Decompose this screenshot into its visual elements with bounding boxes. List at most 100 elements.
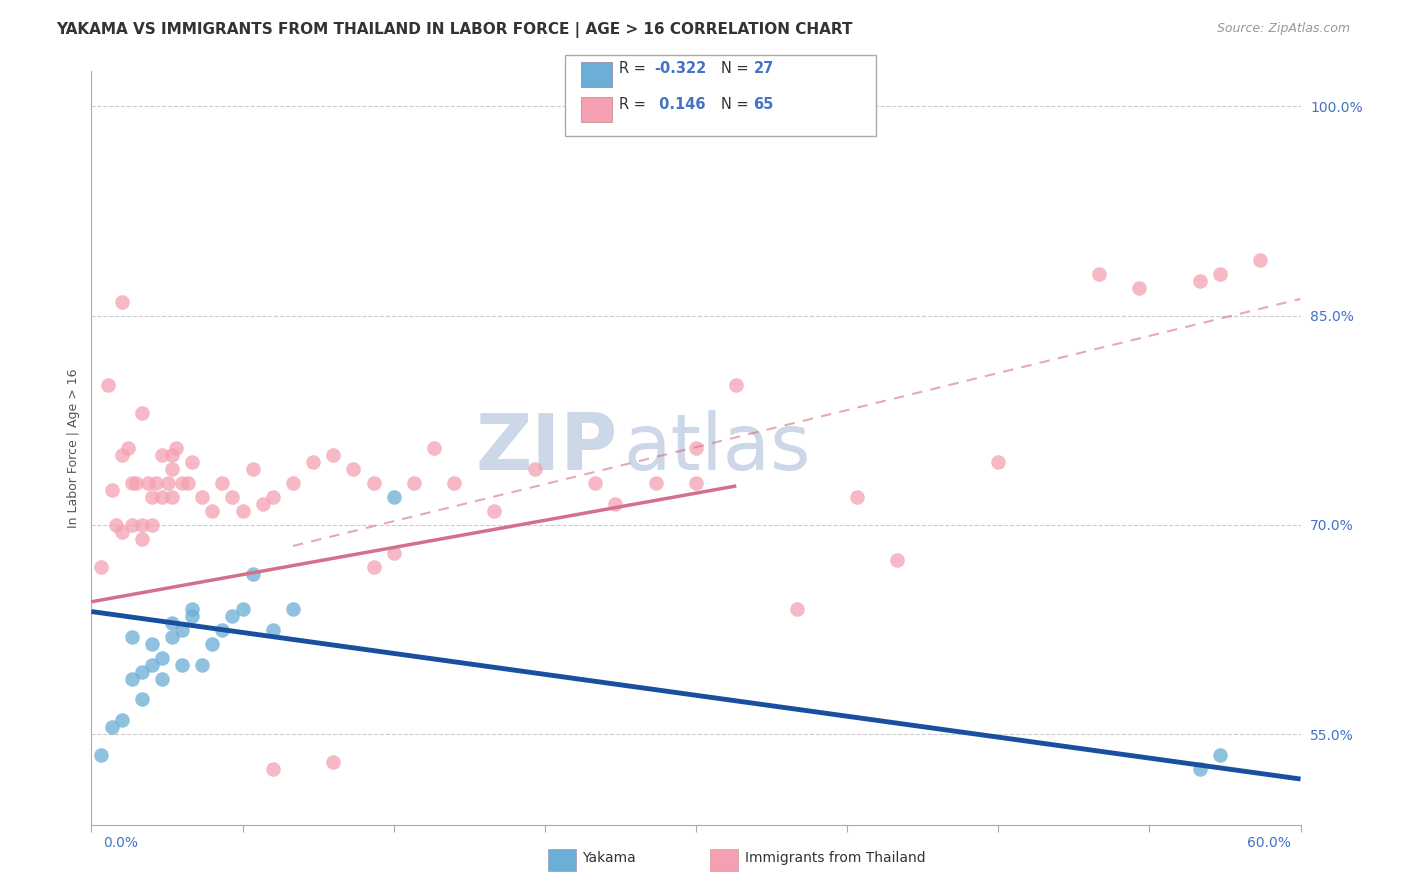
- Point: [231, 504, 253, 518]
- Point: [987, 455, 1010, 469]
- Point: [160, 490, 183, 504]
- Point: [262, 490, 284, 504]
- Point: [141, 490, 163, 504]
- Point: [172, 476, 194, 491]
- Text: Yakama: Yakama: [582, 851, 636, 865]
- Point: [242, 566, 264, 581]
- Point: [644, 476, 666, 491]
- Text: N =: N =: [721, 97, 754, 112]
- Point: [131, 532, 153, 546]
- Point: [96, 378, 118, 392]
- Point: [281, 476, 304, 491]
- Point: [111, 524, 132, 539]
- Point: [181, 601, 204, 615]
- Point: [1188, 274, 1211, 288]
- Text: N =: N =: [721, 62, 754, 76]
- Point: [342, 462, 364, 476]
- Point: [100, 483, 122, 497]
- Point: [177, 476, 200, 491]
- Point: [136, 476, 159, 491]
- Point: [1209, 748, 1232, 763]
- Text: 0.146: 0.146: [654, 97, 706, 112]
- Point: [363, 560, 385, 574]
- Point: [141, 657, 163, 672]
- Point: [165, 441, 187, 455]
- Point: [131, 665, 153, 679]
- Point: [117, 441, 139, 455]
- Point: [886, 553, 908, 567]
- Point: [281, 601, 304, 615]
- Point: [172, 657, 194, 672]
- Point: [1249, 252, 1271, 267]
- Point: [242, 462, 264, 476]
- Point: [131, 518, 153, 533]
- Point: [191, 657, 214, 672]
- Point: [1188, 762, 1211, 776]
- Point: [111, 294, 132, 309]
- Point: [131, 406, 153, 420]
- Point: [111, 714, 132, 728]
- Text: YAKAMA VS IMMIGRANTS FROM THAILAND IN LABOR FORCE | AGE > 16 CORRELATION CHART: YAKAMA VS IMMIGRANTS FROM THAILAND IN LA…: [56, 22, 853, 38]
- Point: [111, 448, 132, 462]
- Point: [191, 490, 214, 504]
- Text: ZIP: ZIP: [475, 410, 617, 486]
- Point: [685, 476, 707, 491]
- Text: 65: 65: [754, 97, 773, 112]
- Point: [160, 462, 183, 476]
- Point: [322, 448, 344, 462]
- Point: [104, 518, 127, 533]
- Point: [131, 692, 153, 706]
- Point: [382, 546, 405, 560]
- Point: [423, 441, 446, 455]
- Point: [221, 490, 243, 504]
- Point: [262, 623, 284, 637]
- Point: [121, 672, 143, 686]
- Point: [181, 455, 204, 469]
- Point: [484, 504, 506, 518]
- Point: [583, 476, 606, 491]
- Point: [523, 462, 546, 476]
- Point: [846, 490, 869, 504]
- Point: [181, 608, 204, 623]
- Point: [121, 630, 143, 644]
- Point: [121, 518, 143, 533]
- Point: [172, 623, 194, 637]
- Point: [252, 497, 274, 511]
- Point: [100, 720, 122, 734]
- Point: [685, 441, 707, 455]
- Point: [382, 490, 405, 504]
- Point: [725, 378, 748, 392]
- Point: [90, 560, 112, 574]
- Point: [150, 672, 173, 686]
- Text: -0.322: -0.322: [654, 62, 706, 76]
- Point: [121, 476, 143, 491]
- Point: [1209, 267, 1232, 281]
- Point: [125, 476, 148, 491]
- Point: [160, 630, 183, 644]
- Point: [1088, 267, 1111, 281]
- Point: [262, 762, 284, 776]
- Point: [211, 623, 233, 637]
- Text: 0.0%: 0.0%: [103, 836, 138, 850]
- Text: 27: 27: [754, 62, 773, 76]
- Y-axis label: In Labor Force | Age > 16: In Labor Force | Age > 16: [67, 368, 80, 528]
- Point: [231, 601, 253, 615]
- Point: [443, 476, 465, 491]
- Point: [141, 518, 163, 533]
- Point: [363, 476, 385, 491]
- Point: [201, 637, 224, 651]
- Point: [141, 637, 163, 651]
- Point: [145, 476, 167, 491]
- Point: [150, 448, 173, 462]
- Text: atlas: atlas: [623, 410, 811, 486]
- Point: [221, 608, 243, 623]
- Point: [402, 476, 425, 491]
- Text: R =: R =: [619, 97, 650, 112]
- Point: [302, 455, 325, 469]
- Text: R =: R =: [619, 62, 650, 76]
- Point: [150, 490, 173, 504]
- Point: [90, 748, 112, 763]
- Text: Immigrants from Thailand: Immigrants from Thailand: [745, 851, 925, 865]
- Text: Source: ZipAtlas.com: Source: ZipAtlas.com: [1216, 22, 1350, 36]
- Point: [156, 476, 179, 491]
